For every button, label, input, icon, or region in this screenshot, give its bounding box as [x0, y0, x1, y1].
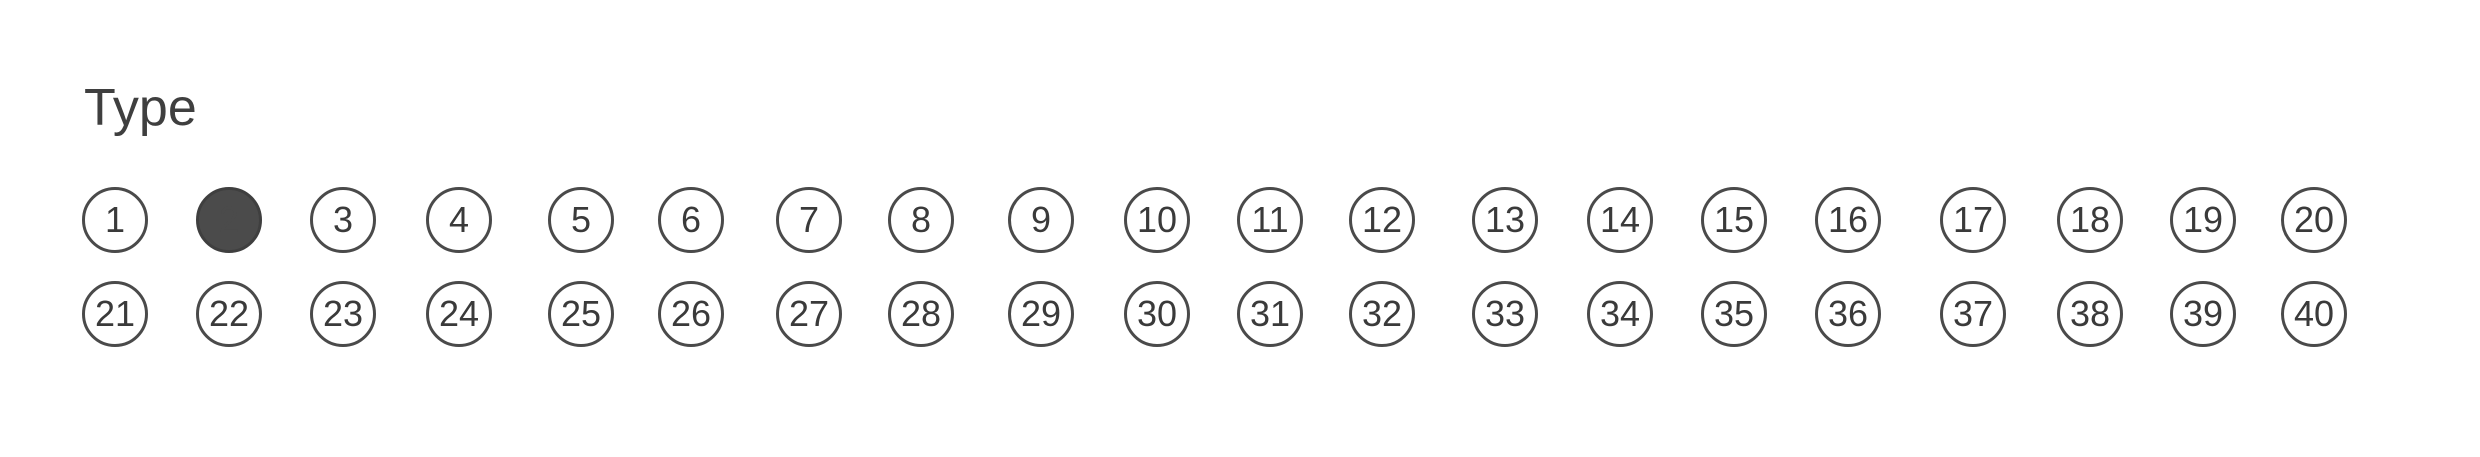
bubble-option-17[interactable]: 17: [1940, 187, 2006, 253]
bubble-option-25[interactable]: 25: [548, 281, 614, 347]
bubble-option-29[interactable]: 29: [1008, 281, 1074, 347]
bubble-option-20[interactable]: 20: [2281, 187, 2347, 253]
bubble-option-5[interactable]: 5: [548, 187, 614, 253]
bubble-option-3[interactable]: 3: [310, 187, 376, 253]
bubble-option-36[interactable]: 36: [1815, 281, 1881, 347]
bubble-option-19[interactable]: 19: [2170, 187, 2236, 253]
bubble-option-15[interactable]: 15: [1701, 187, 1767, 253]
bubble-option-2[interactable]: 2: [196, 187, 262, 253]
bubble-option-35[interactable]: 35: [1701, 281, 1767, 347]
bubble-option-22[interactable]: 22: [196, 281, 262, 347]
bubble-option-39[interactable]: 39: [2170, 281, 2236, 347]
bubble-option-18[interactable]: 18: [2057, 187, 2123, 253]
bubble-option-26[interactable]: 26: [658, 281, 724, 347]
bubble-option-23[interactable]: 23: [310, 281, 376, 347]
bubble-option-40[interactable]: 40: [2281, 281, 2347, 347]
bubble-option-9[interactable]: 9: [1008, 187, 1074, 253]
bubble-option-10[interactable]: 10: [1124, 187, 1190, 253]
bubble-option-30[interactable]: 30: [1124, 281, 1190, 347]
bubble-option-24[interactable]: 24: [426, 281, 492, 347]
bubble-option-38[interactable]: 38: [2057, 281, 2123, 347]
bubble-option-12[interactable]: 12: [1349, 187, 1415, 253]
bubble-option-32[interactable]: 32: [1349, 281, 1415, 347]
bubble-option-13[interactable]: 13: [1472, 187, 1538, 253]
section-title: Type: [84, 79, 197, 137]
bubble-option-27[interactable]: 27: [776, 281, 842, 347]
bubble-option-37[interactable]: 37: [1940, 281, 2006, 347]
bubble-option-28[interactable]: 28: [888, 281, 954, 347]
bubble-option-7[interactable]: 7: [776, 187, 842, 253]
bubble-option-21[interactable]: 21: [82, 281, 148, 347]
bubble-option-11[interactable]: 11: [1237, 187, 1303, 253]
bubble-option-16[interactable]: 16: [1815, 187, 1881, 253]
bubble-option-14[interactable]: 14: [1587, 187, 1653, 253]
bubble-option-1[interactable]: 1: [82, 187, 148, 253]
bubble-option-33[interactable]: 33: [1472, 281, 1538, 347]
bubble-option-6[interactable]: 6: [658, 187, 724, 253]
bubble-option-31[interactable]: 31: [1237, 281, 1303, 347]
bubble-option-8[interactable]: 8: [888, 187, 954, 253]
bubble-option-4[interactable]: 4: [426, 187, 492, 253]
bubble-option-34[interactable]: 34: [1587, 281, 1653, 347]
